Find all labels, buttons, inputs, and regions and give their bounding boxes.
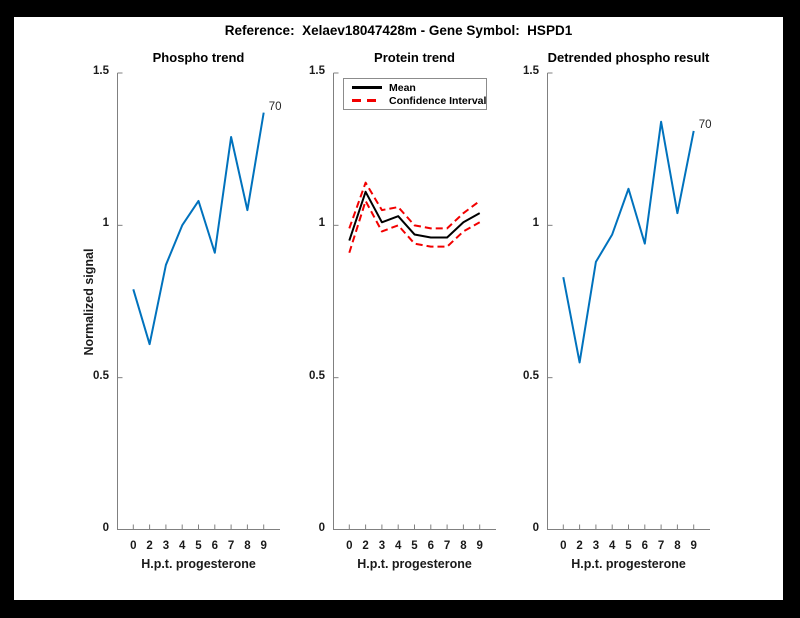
x-axis-label: H.p.t. progesterone [357,557,472,571]
axis-spines [547,73,710,530]
x-tick-label: 6 [211,540,218,552]
x-tick-label: 6 [641,540,648,552]
x-tick-label: 4 [394,540,402,552]
end-annotation: 70 [698,118,712,131]
y-tick-label: 1.5 [523,65,539,77]
x-tick-label: 8 [460,540,467,552]
y-tick-label: 0 [102,522,109,534]
x-tick-label: 4 [178,540,186,552]
x-tick-label: 0 [130,540,137,552]
y-tick-label: 1 [318,217,325,230]
series-line-mean [348,190,481,241]
x-tick-label: 7 [657,540,665,552]
x-tick-label: 5 [195,540,202,552]
x-tick-label: 3 [162,540,170,552]
series-line-detrended-phospho [562,120,695,364]
mean-line-swatch-icon [352,86,382,89]
x-tick-label: 2 [146,540,153,552]
y-tick-label: 1.5 [93,65,109,77]
series-line-confidence-lower [348,199,481,254]
series-line-phospho-signal [132,112,265,346]
subplot-title: Protein trend [374,50,455,65]
plot-area-svg [547,72,710,530]
x-axis-label: H.p.t. progesterone [141,557,256,571]
x-tick-label: 3 [378,540,386,552]
x-tick-label: 0 [346,540,353,552]
axis-spines [117,73,280,530]
y-axis-label: Normalized signal [82,248,96,356]
x-tick-label: 4 [608,540,616,552]
x-tick-label: 0 [560,540,567,552]
figure-canvas: Reference: Xelaev18047428m - Gene Symbol… [14,17,783,600]
x-tick-label: 7 [443,540,451,552]
subplot-title: Detrended phospho result [547,50,710,65]
y-tick-label: 0.5 [309,369,325,382]
axis-spines [333,73,496,530]
legend-entry-confidence-interval: Confidence Interval [344,94,486,107]
x-tick-label: 7 [227,540,235,552]
y-tick-label: 0.5 [93,369,109,382]
x-tick-label: 2 [362,540,369,552]
legend-label: Confidence Interval [389,94,487,107]
legend-entry-mean: Mean [344,81,486,94]
x-tick-label: 5 [411,540,418,552]
plot-area-svg [117,72,280,530]
y-tick-label: 1.5 [309,65,325,77]
y-tick-label: 0 [532,522,539,534]
dashed-line-swatch-icon [352,99,382,102]
x-tick-label: 5 [625,540,632,552]
x-tick-label: 2 [576,540,583,552]
x-tick-label: 8 [244,540,251,552]
x-tick-label: 3 [592,540,600,552]
x-tick-label: 9 [690,540,697,552]
y-tick-label: 1 [102,217,109,230]
legend-label: Mean [389,81,416,94]
legend-box: Mean Confidence Interval [343,78,487,110]
subplot-title: Phospho trend [152,50,245,65]
x-axis-label: H.p.t. progesterone [571,557,686,571]
end-annotation: 70 [268,100,282,113]
y-tick-label: 1 [532,217,539,230]
x-tick-label: 9 [476,540,483,552]
plot-area-svg [333,72,496,530]
y-tick-label: 0.5 [523,369,539,382]
x-tick-label: 9 [260,540,267,552]
x-tick-label: 6 [427,540,434,552]
figure-title: Reference: Xelaev18047428m - Gene Symbol… [224,23,573,38]
x-tick-label: 8 [674,540,681,552]
y-tick-label: 0 [318,522,325,534]
series-line-confidence-upper [348,181,481,230]
